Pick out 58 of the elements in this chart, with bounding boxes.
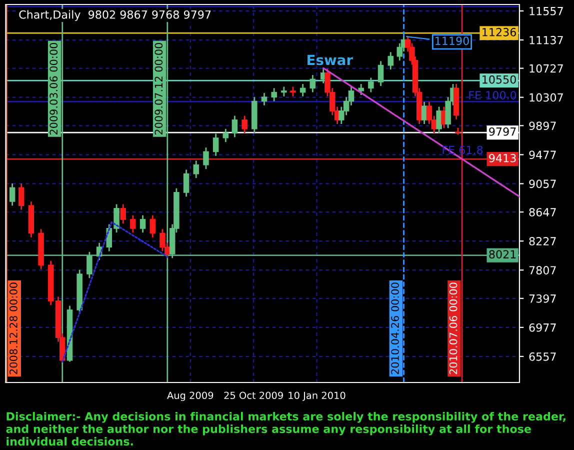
candlestick bbox=[310, 74, 316, 93]
candlestick bbox=[290, 86, 296, 98]
y-tick-label: 10307 bbox=[530, 93, 563, 102]
y-tick-label: 6557 bbox=[529, 352, 556, 361]
candlestick bbox=[130, 214, 136, 234]
candlestick bbox=[193, 160, 200, 179]
ref-line-label: 2009.07.12 00:00 bbox=[154, 42, 163, 135]
y-tick-label: 8647 bbox=[529, 208, 556, 216]
ref-line-label: FE 100.0 bbox=[469, 91, 516, 100]
candlestick bbox=[242, 115, 248, 134]
x-tick-label: Aug 2009 bbox=[167, 392, 214, 401]
candlestick bbox=[378, 60, 384, 87]
candlestick bbox=[212, 133, 219, 157]
candlestick bbox=[358, 83, 364, 96]
y-tick-label: 7397 bbox=[529, 294, 556, 303]
y-tick-label: 7807 bbox=[529, 266, 556, 274]
y-tick-label: 11137 bbox=[530, 36, 563, 44]
ref-line-label: 2008.12.28 00:00 bbox=[10, 282, 18, 374]
x-tick-label: 25 Oct 2009 bbox=[224, 392, 283, 400]
candlestick bbox=[222, 128, 229, 143]
y-tick-label: 9477 bbox=[529, 150, 556, 160]
candlestick bbox=[9, 182, 16, 206]
ref-line-label: 9413 bbox=[489, 154, 516, 162]
candlestick bbox=[271, 87, 277, 102]
candlestick bbox=[203, 146, 209, 170]
candlestick bbox=[436, 106, 442, 134]
ref-line-label: 9797 bbox=[489, 127, 516, 136]
ref-line-label: 2010.07.06 00:00 bbox=[449, 282, 458, 374]
y-tick-label: 11557 bbox=[530, 7, 563, 16]
ref-line-label: 11236 bbox=[482, 28, 516, 36]
candlestick bbox=[421, 101, 428, 125]
ref-line-label: 2009.03.06 00:00 bbox=[50, 42, 58, 135]
candlestick bbox=[388, 51, 394, 70]
candlestick bbox=[150, 214, 156, 238]
y-tick-label: 8227 bbox=[529, 237, 556, 246]
ref-line-label: 2010.04.26 00:00 bbox=[391, 282, 399, 374]
candlestick bbox=[261, 92, 268, 106]
y-tick-label: 6977 bbox=[529, 323, 556, 332]
candlestick bbox=[120, 204, 126, 224]
y-tick-label: 9057 bbox=[529, 180, 556, 188]
y-tick-label: 10727 bbox=[530, 64, 563, 73]
y-tick-label: 9897 bbox=[529, 122, 556, 130]
candlestick bbox=[300, 83, 306, 98]
candlestick bbox=[18, 182, 24, 210]
text: Disclaimer:- Any decisions in financial markets are solely the responsibility of the reader, and neither the author nor the publishers assume any responsibility at all for those individual decisions. bbox=[6, 412, 566, 446]
annotation: 11190 bbox=[436, 36, 469, 46]
candlestick bbox=[281, 86, 287, 98]
candlestick bbox=[183, 168, 190, 198]
candlestick bbox=[455, 127, 461, 136]
ref-line-label: 10550 bbox=[482, 75, 516, 84]
x-tick-label: 10 Jan 2010 bbox=[288, 392, 346, 401]
candlestick bbox=[86, 251, 92, 279]
annotation: Eswar bbox=[308, 54, 354, 66]
candlestick bbox=[368, 77, 374, 93]
ref-line-label: 8021 bbox=[489, 250, 516, 259]
candlestick bbox=[140, 214, 146, 234]
candlestick bbox=[232, 115, 238, 138]
chart-title: Chart,Daily 9802 9867 9768 9797 bbox=[19, 10, 211, 21]
